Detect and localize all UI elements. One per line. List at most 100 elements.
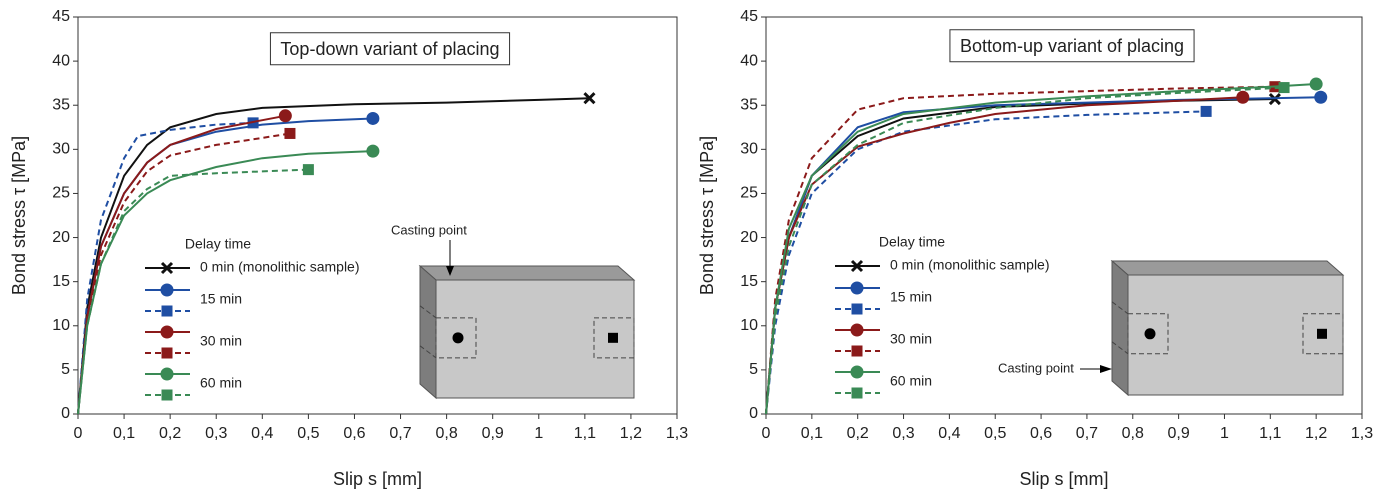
- x-tick-label: 1: [534, 425, 543, 442]
- y-axis-label: Bond stress τ [MPa]: [9, 136, 29, 295]
- x-tick-label: 0,2: [159, 425, 181, 442]
- y-tick-label: 25: [740, 185, 758, 202]
- specimen-top: [1110, 260, 1345, 276]
- marker: [284, 127, 296, 139]
- bar-zone-side: [1111, 301, 1129, 355]
- legend-title: Delay time: [879, 234, 945, 250]
- casting-label: Casting point: [998, 360, 1074, 375]
- legend-marker: [851, 303, 863, 315]
- marker: [366, 111, 380, 125]
- series-line: [765, 96, 1243, 415]
- x-tick-label: 1,3: [666, 425, 688, 442]
- x-tick-label: 0: [762, 425, 771, 442]
- marker: [1314, 90, 1328, 104]
- x-tick-label: 1: [1220, 425, 1229, 442]
- x-tick-label: 0,8: [435, 425, 457, 442]
- y-tick-label: 40: [52, 52, 70, 69]
- y-tick-label: 10: [52, 317, 70, 334]
- legend-marker: [161, 305, 173, 317]
- x-tick-label: 0,7: [1076, 425, 1098, 442]
- bar-zone: [1127, 313, 1169, 355]
- x-tick-label: 0,6: [1030, 425, 1052, 442]
- series-line: [77, 168, 309, 415]
- y-tick-label: 45: [52, 8, 70, 25]
- y-tick-label: 5: [61, 361, 70, 378]
- x-tick-label: 0,3: [205, 425, 227, 442]
- specimen-front: [1127, 274, 1344, 396]
- x-tick-label: 0,5: [297, 425, 319, 442]
- series-line: [77, 121, 254, 415]
- y-tick-label: 5: [749, 361, 758, 378]
- legend-marker: [851, 345, 863, 357]
- bar-symbol: [608, 332, 618, 343]
- x-tick-label: 0,4: [251, 425, 273, 442]
- x-tick-label: 0,7: [389, 425, 411, 442]
- y-tick-label: 40: [740, 52, 758, 69]
- y-tick-label: 35: [52, 96, 70, 113]
- marker: [302, 164, 314, 176]
- bar-symbol: [452, 332, 464, 344]
- x-axis-label: Slip s [mm]: [1019, 469, 1108, 489]
- y-tick-label: 25: [52, 185, 70, 202]
- legend-marker: [161, 389, 173, 401]
- marker: [366, 144, 380, 158]
- x-tick-label: 1,2: [620, 425, 642, 442]
- casting-arrowhead: [446, 266, 454, 276]
- plot-frame: [765, 16, 1363, 415]
- y-tick-label: 35: [740, 96, 758, 113]
- marker: [1200, 105, 1212, 117]
- legend-marker: [160, 261, 174, 275]
- bar-zone: [1302, 313, 1344, 355]
- legend-label: 15 min: [890, 289, 932, 305]
- x-tick-label: 0: [74, 425, 83, 442]
- legend-label: 30 min: [200, 333, 242, 349]
- y-tick-label: 15: [740, 273, 758, 290]
- legend-marker: [850, 323, 864, 337]
- x-tick-label: 0,4: [938, 425, 960, 442]
- y-tick-label: 30: [52, 141, 70, 158]
- y-axis-label: Bond stress τ [MPa]: [697, 136, 717, 295]
- marker: [1236, 90, 1250, 104]
- series-line: [765, 110, 1207, 415]
- title-box: [949, 29, 1195, 63]
- y-tick-label: 0: [61, 405, 70, 422]
- marker: [278, 109, 292, 123]
- legend-marker: [850, 259, 864, 273]
- bar-zone: [593, 317, 635, 359]
- marker: [1309, 77, 1323, 91]
- title-box: [269, 32, 511, 66]
- x-tick-label: 0,5: [984, 425, 1006, 442]
- specimen-front: [435, 279, 635, 399]
- y-tick-label: 45: [740, 8, 758, 25]
- series-line: [765, 83, 1317, 415]
- x-tick-label: 0,8: [1122, 425, 1144, 442]
- legend-label: 30 min: [890, 331, 932, 347]
- y-tick-label: 30: [740, 141, 758, 158]
- x-tick-label: 0,1: [801, 425, 823, 442]
- x-tick-label: 0,2: [847, 425, 869, 442]
- legend-label: 60 min: [200, 375, 242, 391]
- bar-symbol: [1144, 328, 1156, 340]
- specimen-side: [419, 264, 437, 400]
- x-tick-label: 0,9: [482, 425, 504, 442]
- legend-marker: [850, 365, 864, 379]
- series-line: [765, 86, 1285, 415]
- series-line: [765, 85, 1275, 415]
- y-tick-label: 20: [52, 229, 70, 246]
- legend-marker: [161, 347, 173, 359]
- legend-label: 15 min: [200, 291, 242, 307]
- series-line: [77, 97, 590, 415]
- x-axis-label: Slip s [mm]: [333, 469, 422, 489]
- legend-label: 0 min (monolithic sample): [200, 259, 360, 275]
- legend-label: 60 min: [890, 373, 932, 389]
- specimen-side: [1111, 259, 1129, 397]
- x-tick-label: 1,2: [1305, 425, 1327, 442]
- bar-zone-side: [419, 305, 437, 359]
- x-tick-label: 0,3: [892, 425, 914, 442]
- legend-marker: [160, 367, 174, 381]
- legend-label: 0 min (monolithic sample): [890, 257, 1050, 273]
- casting-arrowhead: [1100, 365, 1112, 373]
- chart-title: Bottom-up variant of placing: [960, 36, 1184, 56]
- y-tick-label: 10: [740, 317, 758, 334]
